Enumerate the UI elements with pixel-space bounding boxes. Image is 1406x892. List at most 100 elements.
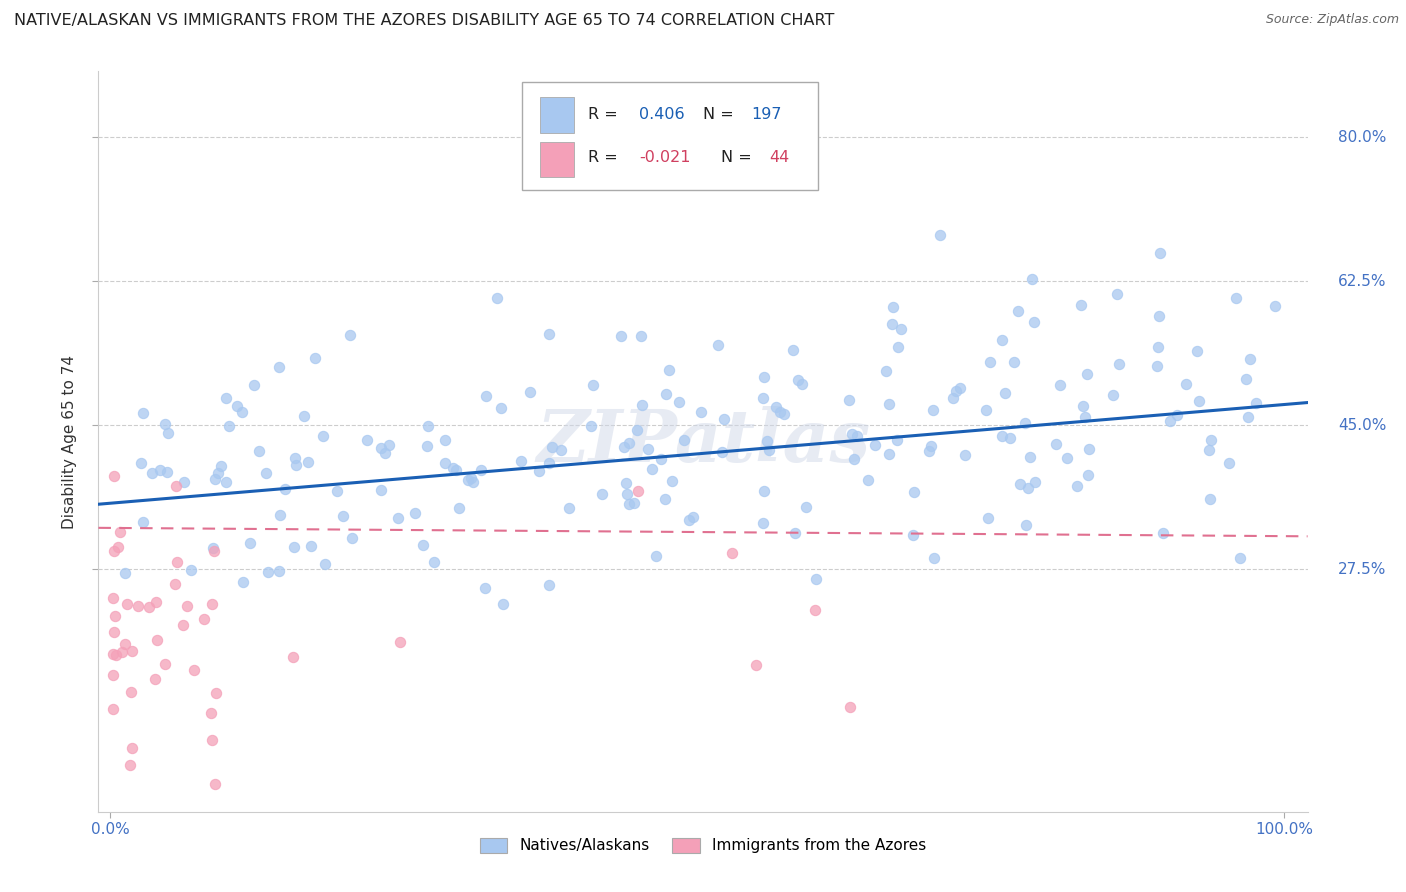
Point (1152, 525, 1174, 540)
Text: 44: 44 (769, 151, 790, 166)
Point (176, 599, 198, 613)
Point (1017, 481, 1039, 495)
Point (457, 473, 479, 487)
Point (1019, 450, 1042, 464)
Point (297, 455, 319, 469)
Point (877, 397, 900, 411)
Point (143, 672, 166, 686)
Point (644, 549, 666, 564)
Point (104, 609, 127, 624)
Bar (540, 142, 574, 178)
Point (388, 634, 411, 648)
Point (1076, 367, 1098, 381)
Point (627, 483, 650, 498)
Point (1198, 442, 1220, 457)
Point (755, 434, 778, 449)
Point (803, 602, 825, 616)
Point (101, 648, 124, 662)
Point (138, 599, 160, 614)
Point (890, 322, 912, 336)
Point (1105, 287, 1128, 301)
Point (537, 327, 560, 342)
Point (460, 471, 482, 485)
Point (557, 501, 579, 516)
Point (721, 546, 744, 560)
Point (541, 440, 564, 454)
Text: R =: R = (588, 107, 623, 122)
Point (153, 417, 176, 431)
Point (1218, 456, 1240, 470)
Point (519, 384, 541, 399)
Point (314, 557, 336, 571)
Point (1010, 477, 1032, 491)
Point (711, 445, 734, 459)
Point (794, 500, 817, 514)
Point (922, 402, 945, 417)
Point (1070, 298, 1092, 312)
Point (713, 412, 735, 426)
Point (1102, 388, 1125, 402)
Point (1225, 291, 1247, 305)
Point (1166, 408, 1188, 422)
Point (463, 475, 485, 489)
Point (433, 433, 456, 447)
Point (641, 461, 664, 475)
Text: N =: N = (721, 151, 756, 166)
Point (107, 541, 129, 555)
Point (415, 439, 437, 453)
Point (103, 624, 125, 639)
Point (1149, 309, 1171, 323)
Point (339, 328, 361, 343)
Point (163, 577, 186, 591)
Point (877, 447, 900, 461)
Point (205, 686, 228, 700)
Point (105, 648, 128, 662)
Point (690, 405, 713, 419)
Point (538, 457, 561, 471)
Point (617, 497, 640, 511)
Point (284, 451, 307, 466)
Point (1024, 475, 1046, 489)
Point (787, 373, 810, 387)
Point (311, 429, 333, 443)
Point (838, 393, 860, 408)
Point (256, 565, 278, 579)
Point (492, 598, 515, 612)
Point (444, 463, 467, 477)
Point (752, 370, 775, 384)
Point (945, 384, 967, 398)
Point (485, 291, 508, 305)
Point (846, 429, 869, 443)
Point (145, 595, 167, 609)
Point (491, 401, 513, 416)
Point (269, 359, 291, 374)
Point (149, 463, 172, 477)
Point (903, 484, 925, 499)
Point (1049, 378, 1071, 392)
Point (626, 423, 648, 437)
Point (1071, 399, 1094, 413)
Point (928, 227, 950, 242)
Point (1024, 315, 1046, 329)
Point (661, 474, 683, 488)
Point (637, 442, 659, 457)
Text: 45.0%: 45.0% (1339, 417, 1386, 433)
Text: 27.5%: 27.5% (1339, 562, 1386, 576)
Point (979, 355, 1001, 369)
Point (990, 429, 1012, 443)
Text: 0.406: 0.406 (638, 107, 685, 122)
Point (121, 644, 143, 658)
Point (758, 443, 780, 458)
Text: Source: ZipAtlas.com: Source: ZipAtlas.com (1265, 13, 1399, 27)
Point (1007, 304, 1029, 318)
Point (120, 758, 142, 772)
Point (269, 564, 291, 578)
Point (200, 706, 222, 721)
Point (792, 377, 814, 392)
Point (254, 466, 277, 480)
Point (1239, 352, 1261, 367)
Point (201, 597, 224, 611)
Point (1002, 355, 1025, 369)
Point (299, 539, 322, 553)
Text: 197: 197 (751, 107, 782, 122)
